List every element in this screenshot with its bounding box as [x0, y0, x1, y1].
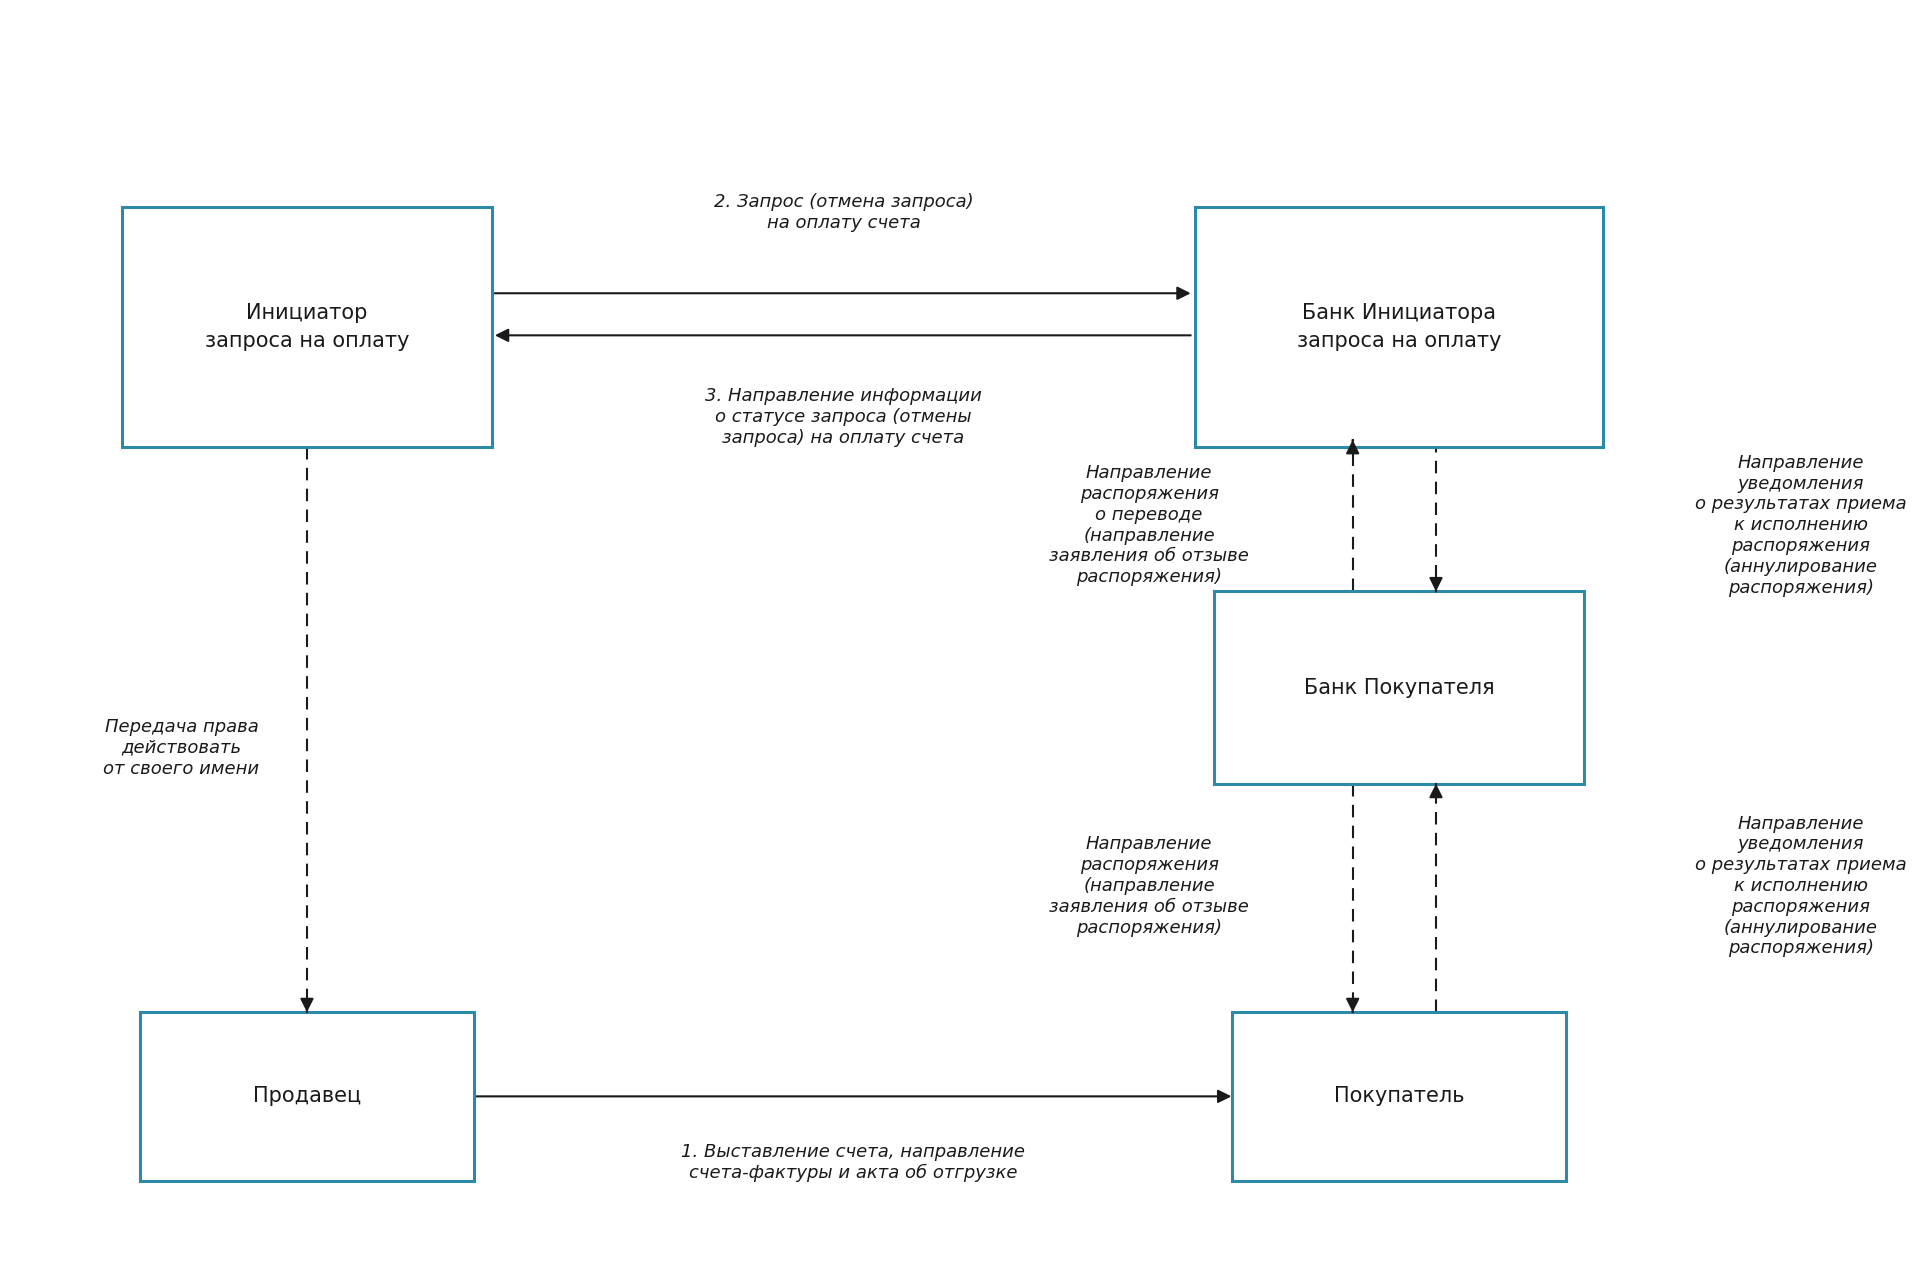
Text: Банк Покупателя: Банк Покупателя — [1303, 678, 1494, 697]
Text: 2. Запрос (отмена запроса)
на оплату счета: 2. Запрос (отмена запроса) на оплату сче… — [713, 193, 974, 231]
FancyBboxPatch shape — [1195, 207, 1602, 448]
Text: Продавец: Продавец — [253, 1086, 361, 1106]
Text: Покупатель: Покупатель — [1334, 1086, 1463, 1106]
FancyBboxPatch shape — [141, 1012, 474, 1181]
FancyBboxPatch shape — [1215, 591, 1585, 784]
Text: Направление
уведомления
о результатах приема
к исполнению
распоряжения
(аннулиро: Направление уведомления о результатах пр… — [1695, 815, 1907, 958]
Text: Направление
уведомления
о результатах приема
к исполнению
распоряжения
(аннулиро: Направление уведомления о результатах пр… — [1695, 454, 1907, 597]
Text: 1. Выставление счета, направление
счета-фактуры и акта об отгрузке: 1. Выставление счета, направление счета-… — [681, 1143, 1026, 1182]
Text: 3. Направление информации
о статусе запроса (отмены
запроса) на оплату счета: 3. Направление информации о статусе запр… — [706, 388, 981, 446]
Text: Банк Инициатора
запроса на оплату: Банк Инициатора запроса на оплату — [1298, 303, 1502, 350]
FancyBboxPatch shape — [1232, 1012, 1566, 1181]
FancyBboxPatch shape — [121, 207, 492, 448]
Text: Инициатор
запроса на оплату: Инициатор запроса на оплату — [204, 303, 409, 350]
Text: Направление
распоряжения
(направление
заявления об отзыве
распоряжения): Направление распоряжения (направление за… — [1049, 835, 1249, 936]
Text: Передача права
действовать
от своего имени: Передача права действовать от своего име… — [104, 718, 260, 778]
Text: Направление
распоряжения
о переводе
(направление
заявления об отзыве
распоряжени: Направление распоряжения о переводе (нап… — [1049, 464, 1249, 586]
